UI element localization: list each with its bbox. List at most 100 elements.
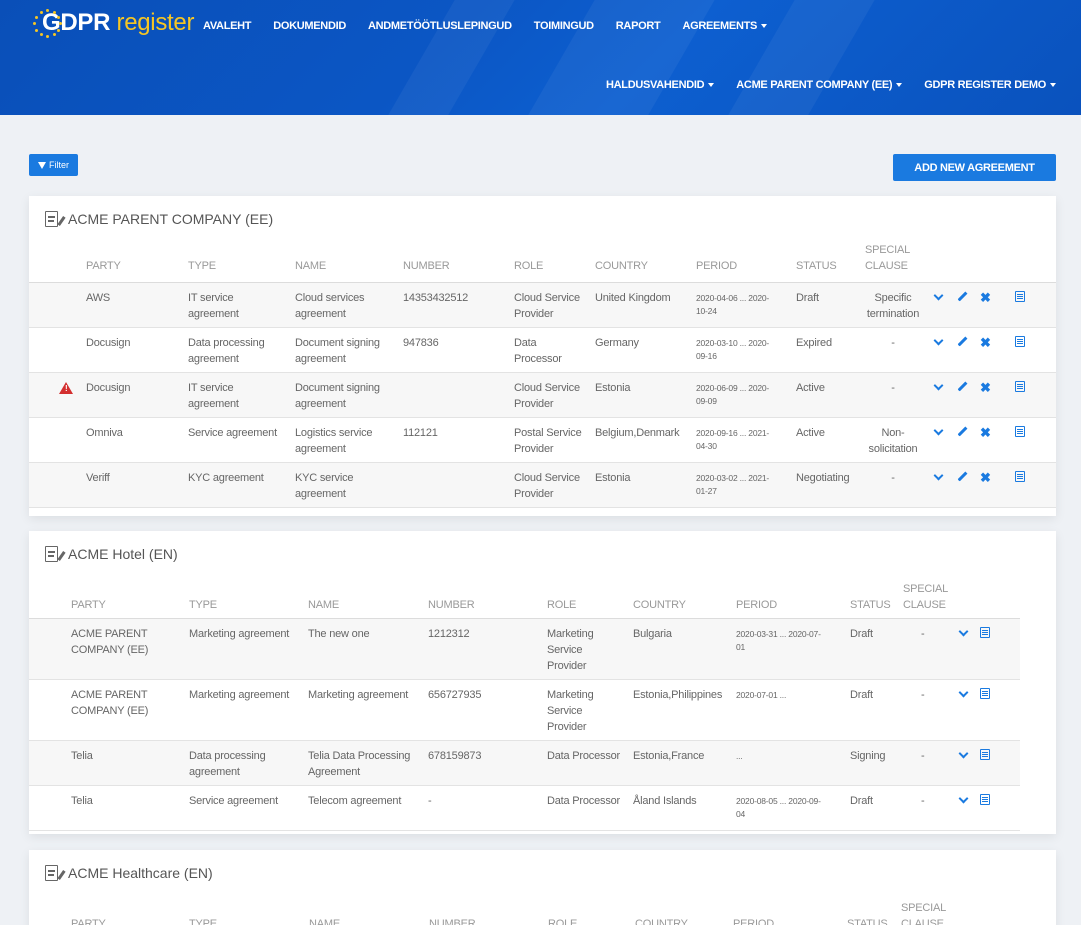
nav-raport[interactable]: RAPORT (615, 20, 661, 32)
funnel-icon (38, 161, 46, 169)
cell-number: - (428, 795, 432, 807)
column-header-type: TYPE (189, 599, 217, 611)
expand-chevron-icon[interactable] (958, 793, 969, 804)
warning-icon: ! (59, 382, 73, 394)
delete-x-icon[interactable]: ✖ (980, 335, 991, 350)
expand-chevron-icon[interactable] (933, 290, 944, 301)
cell-country: Estonia (595, 382, 631, 394)
cell-country: United Kingdom (595, 292, 671, 304)
app-logo[interactable]: GDPR register (30, 6, 194, 40)
details-list-icon[interactable] (1015, 471, 1025, 482)
cell-period: 2020-09-16 ... 2021- 04-30 (696, 428, 770, 451)
caret-down-icon (761, 24, 768, 29)
cell-type: IT service agreement (188, 292, 239, 320)
expand-chevron-icon[interactable] (958, 687, 969, 698)
cell-number: 678159873 (428, 750, 482, 762)
cell-party: ACME PARENT COMPANY (EE) (71, 628, 149, 656)
cell-type: Marketing agreement (189, 689, 290, 701)
expand-chevron-icon[interactable] (933, 335, 944, 346)
delete-x-icon[interactable]: ✖ (980, 470, 991, 485)
cell-number: 112121 (403, 427, 438, 439)
cell-status: Draft (796, 292, 819, 304)
table-row[interactable]: ACME PARENT COMPANY (EE) Marketing agreeme… (29, 619, 1020, 680)
nav-andmetootluslepingud[interactable]: ANDMETÖÖTLUSLEPINGUD (368, 20, 512, 32)
secondary-nav: HALDUSVAHENDID ACME PARENT COMPANY (EE) … (584, 79, 1056, 91)
cell-type: IT service agreement (188, 382, 239, 410)
delete-x-icon[interactable]: ✖ (980, 290, 991, 305)
nav-haldusvahendid[interactable]: HALDUSVAHENDID (606, 79, 715, 91)
cell-country: Bulgaria (633, 628, 672, 640)
cell-party: AWS (86, 292, 111, 304)
expand-chevron-icon[interactable] (958, 626, 969, 637)
column-header-type: TYPE (189, 918, 217, 925)
cell-special: - (921, 750, 925, 762)
edit-pencil-icon[interactable] (957, 291, 968, 302)
details-list-icon[interactable] (980, 627, 990, 638)
cell-role: Data Processor (547, 750, 621, 762)
cell-special: - (891, 337, 895, 349)
cell-role: Postal Service Provider (514, 427, 582, 455)
nav-company-switcher[interactable]: ACME PARENT COMPANY (EE) (736, 79, 903, 91)
cell-period: 2020-03-10 ... 2020- 09-16 (696, 338, 770, 361)
cell-status: Expired (796, 337, 832, 349)
details-list-icon[interactable] (980, 688, 990, 699)
nav-agreements[interactable]: AGREEMENTS (682, 20, 768, 32)
cell-role: Cloud Service Provider (514, 382, 580, 410)
edit-pencil-icon[interactable] (957, 381, 968, 392)
nav-toimingud[interactable]: TOIMINGUD (533, 20, 594, 32)
delete-x-icon[interactable]: ✖ (980, 380, 991, 395)
column-header-country: COUNTRY (595, 260, 648, 272)
cell-period: 2020-04-06 ... 2020- 10-24 (696, 293, 770, 316)
details-list-icon[interactable] (980, 794, 990, 805)
cell-period: 2020-06-09 ... 2020- 09-09 (696, 383, 770, 406)
details-list-icon[interactable] (1015, 336, 1025, 347)
column-header-number: NUMBER (428, 599, 475, 611)
cell-party: Telia (71, 795, 93, 807)
nav-user-menu[interactable]: GDPR REGISTER DEMO (924, 79, 1056, 91)
cell-number: 1212312 (428, 628, 470, 640)
column-header-country: COUNTRY (635, 918, 688, 925)
table-row[interactable]: ACME PARENT COMPANY (EE) Marketing agreeme… (29, 680, 1020, 741)
expand-chevron-icon[interactable] (958, 748, 969, 759)
expand-chevron-icon[interactable] (933, 470, 944, 481)
cell-party: Veriff (86, 472, 110, 484)
table-row[interactable]: Docusign Data processing agreement Document… (29, 328, 1056, 373)
nav-avaleht[interactable]: AVALEHT (203, 20, 252, 32)
cell-status: Signing (850, 750, 886, 762)
column-header-period: PERIOD (733, 918, 774, 925)
cell-period: ... (736, 751, 743, 761)
edit-pencil-icon[interactable] (957, 336, 968, 347)
expand-chevron-icon[interactable] (933, 380, 944, 391)
cell-party: Omniva (86, 427, 123, 439)
details-list-icon[interactable] (1015, 381, 1025, 392)
expand-chevron-icon[interactable] (933, 425, 944, 436)
cell-type: Marketing agreement (189, 628, 290, 640)
cell-special: - (921, 689, 925, 701)
cell-party: Docusign (86, 337, 131, 349)
column-header-country: COUNTRY (633, 599, 686, 611)
column-header-period: PERIOD (736, 599, 777, 611)
table-row[interactable]: AWS IT service agreement Cloud services agre… (29, 283, 1056, 328)
edit-pencil-icon[interactable] (957, 426, 968, 437)
table-row[interactable]: Veriff KYC agreement KYC service agreement C… (29, 463, 1056, 508)
cell-status: Negotiating (796, 472, 850, 484)
details-list-icon[interactable] (1015, 291, 1025, 302)
table-row[interactable]: ! Docusign IT service agreement Document sig… (29, 373, 1056, 418)
delete-x-icon[interactable]: ✖ (980, 425, 991, 440)
edit-pencil-icon[interactable] (957, 471, 968, 482)
cell-status: Draft (850, 628, 873, 640)
table-row[interactable]: Telia Data processing agreement Telia Data … (29, 741, 1020, 786)
add-new-agreement-button[interactable]: ADD NEW AGREEMENT (893, 154, 1056, 181)
filter-button[interactable]: Filter (29, 154, 78, 176)
nav-dokumendid[interactable]: DOKUMENDID (273, 20, 346, 32)
cell-type: KYC agreement (188, 472, 264, 484)
cell-number: 656727935 (428, 689, 482, 701)
cell-type: Data processing agreement (188, 337, 265, 365)
cell-role: Cloud Service Provider (514, 292, 580, 320)
table-row[interactable]: Telia Service agreement Telecom agreement -… (29, 786, 1020, 831)
cell-status: Active (796, 427, 825, 439)
table-row[interactable]: Omniva Service agreement Logistics service… (29, 418, 1056, 463)
details-list-icon[interactable] (980, 749, 990, 760)
details-list-icon[interactable] (1015, 426, 1025, 437)
cell-role: Data Processor (514, 337, 562, 365)
